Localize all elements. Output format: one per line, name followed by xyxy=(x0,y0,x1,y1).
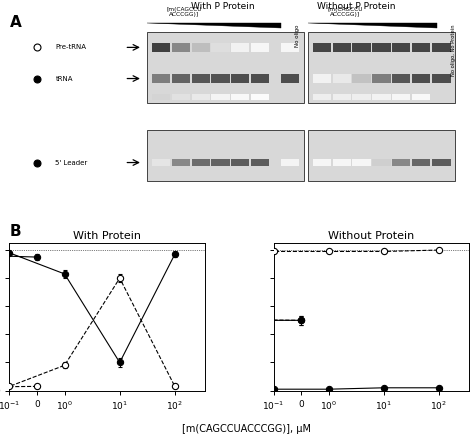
Bar xyxy=(147,130,304,181)
Bar xyxy=(152,95,170,99)
Text: tRNA: tRNA xyxy=(55,76,73,82)
Bar xyxy=(172,159,190,166)
Bar xyxy=(313,159,331,166)
Bar xyxy=(231,75,249,82)
Bar xyxy=(231,95,249,99)
Bar xyxy=(333,43,351,52)
Text: [m(CAGCCU
ACCCGG)]: [m(CAGCCU ACCCGG)] xyxy=(328,7,363,17)
Bar xyxy=(231,43,249,52)
Text: [m(CAGCCU
ACCCGG)]: [m(CAGCCU ACCCGG)] xyxy=(166,7,202,17)
Bar xyxy=(191,159,210,166)
Text: 5' Leader: 5' Leader xyxy=(55,160,88,165)
Text: B: B xyxy=(9,224,21,239)
Bar xyxy=(353,75,371,82)
Bar xyxy=(412,43,430,52)
Bar xyxy=(372,159,391,166)
Bar xyxy=(211,43,230,52)
Bar xyxy=(432,75,451,82)
Bar xyxy=(172,75,190,82)
Bar xyxy=(313,75,331,82)
Bar xyxy=(392,159,410,166)
Bar xyxy=(251,43,269,52)
Bar xyxy=(191,75,210,82)
Bar xyxy=(372,75,391,82)
Bar xyxy=(353,95,371,99)
Bar xyxy=(412,159,430,166)
Bar xyxy=(281,159,299,166)
Text: No oligo: No oligo xyxy=(294,24,300,46)
Bar xyxy=(251,159,269,166)
Bar xyxy=(211,75,230,82)
Bar xyxy=(412,95,430,99)
Bar xyxy=(333,159,351,166)
Bar xyxy=(432,159,451,166)
Bar xyxy=(308,130,456,181)
Bar xyxy=(211,95,230,99)
Title: Without Protein: Without Protein xyxy=(328,231,415,241)
Bar xyxy=(333,75,351,82)
Bar xyxy=(152,43,170,52)
Bar xyxy=(372,43,391,52)
Bar xyxy=(172,95,190,99)
Bar xyxy=(191,95,210,99)
Bar xyxy=(191,43,210,52)
Bar xyxy=(281,75,299,82)
Text: With P Protein: With P Protein xyxy=(191,2,255,11)
Title: With Protein: With Protein xyxy=(73,231,141,241)
Text: A: A xyxy=(9,15,21,30)
Bar xyxy=(313,43,331,52)
Bar xyxy=(392,43,410,52)
Bar xyxy=(392,95,410,99)
Text: [m(CAGCCUACCCGG)], μM: [m(CAGCCUACCCGG)], μM xyxy=(182,424,311,434)
Bar xyxy=(231,159,249,166)
Bar xyxy=(211,159,230,166)
Bar xyxy=(308,32,456,103)
Polygon shape xyxy=(147,23,281,28)
Bar xyxy=(313,95,331,99)
Polygon shape xyxy=(308,23,437,28)
Text: No oligo, No Protein: No oligo, No Protein xyxy=(451,24,456,76)
Bar xyxy=(281,43,299,52)
Bar xyxy=(251,75,269,82)
Bar xyxy=(152,159,170,166)
Bar xyxy=(392,75,410,82)
Bar xyxy=(251,95,269,99)
Text: Pre-tRNA: Pre-tRNA xyxy=(55,44,86,50)
Text: Without P Protein: Without P Protein xyxy=(318,2,396,11)
Bar xyxy=(172,43,190,52)
Bar xyxy=(333,95,351,99)
Bar xyxy=(147,32,304,103)
Bar xyxy=(152,75,170,82)
Bar xyxy=(353,159,371,166)
Bar xyxy=(353,43,371,52)
Bar xyxy=(372,95,391,99)
Bar xyxy=(432,43,451,52)
Bar xyxy=(412,75,430,82)
